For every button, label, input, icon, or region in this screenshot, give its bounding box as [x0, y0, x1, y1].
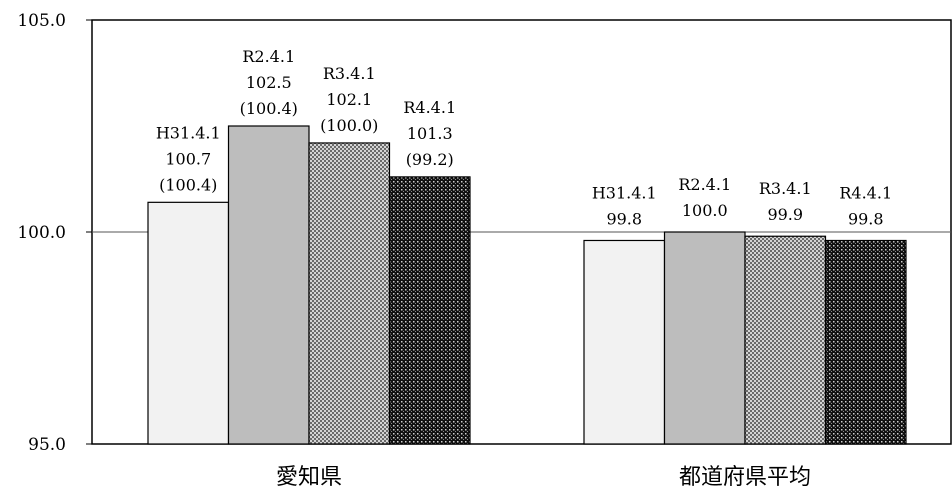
series-name-label: R4.4.1	[403, 98, 456, 117]
bar	[663, 231, 746, 445]
y-tick-label: 105.0	[17, 11, 66, 31]
y-tick-label: 95.0	[28, 435, 66, 455]
data-label: 101.3	[407, 124, 453, 143]
data-sub-label: (99.2)	[406, 150, 454, 169]
data-sub-label: (100.4)	[159, 175, 217, 194]
y-tick-label: 100.0	[17, 223, 66, 243]
data-label: 99.8	[848, 209, 884, 228]
category-label: 都道府県平均	[679, 465, 811, 490]
data-label: 99.9	[767, 205, 803, 224]
category-label: 愛知県	[276, 465, 342, 490]
data-sub-label: (100.0)	[320, 116, 378, 135]
bar	[744, 235, 827, 445]
bar	[824, 239, 907, 445]
series-name-label: R2.4.1	[242, 47, 295, 66]
bar	[388, 176, 471, 445]
series-name-label: R3.4.1	[323, 64, 376, 83]
data-label: 100.0	[682, 201, 728, 220]
series-name-label: H31.4.1	[156, 123, 221, 142]
data-label: 100.7	[165, 149, 211, 168]
series-name-label: H31.4.1	[592, 183, 657, 202]
data-label: 102.1	[326, 90, 372, 109]
data-sub-label: (100.4)	[240, 99, 298, 118]
series-name-label: R3.4.1	[759, 179, 812, 198]
bar	[583, 239, 666, 445]
bar	[147, 201, 230, 445]
series-name-label: R4.4.1	[839, 183, 892, 202]
series-name-label: R2.4.1	[678, 175, 731, 194]
data-label: 102.5	[246, 73, 292, 92]
bar	[308, 142, 391, 445]
data-label: 99.8	[606, 209, 642, 228]
bar	[227, 125, 310, 445]
